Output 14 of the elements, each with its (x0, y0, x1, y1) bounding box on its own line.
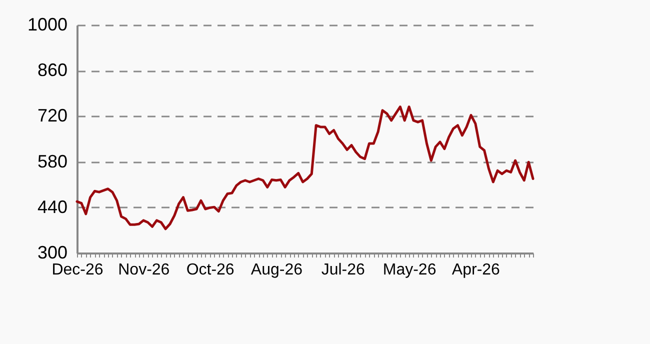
y-tick-label: 860 (37, 60, 68, 80)
y-tick-label: 720 (37, 106, 68, 126)
y-tick-label: 1000 (27, 14, 68, 34)
x-tick-label: May-26 (382, 262, 436, 278)
x-tick-label: Oct-26 (186, 262, 234, 278)
x-tick-label: Dec-26 (52, 262, 104, 278)
x-tick-label: Apr-26 (452, 262, 500, 278)
y-tick-label: 300 (37, 242, 68, 262)
x-tick-label: Nov-26 (118, 262, 170, 278)
x-tick-label: Jul-26 (321, 262, 366, 278)
x-tick-label: Aug-26 (250, 262, 303, 278)
line-series (76, 106, 534, 230)
y-tick-label: 440 (37, 196, 68, 217)
y-tick-label: 580 (37, 151, 68, 172)
